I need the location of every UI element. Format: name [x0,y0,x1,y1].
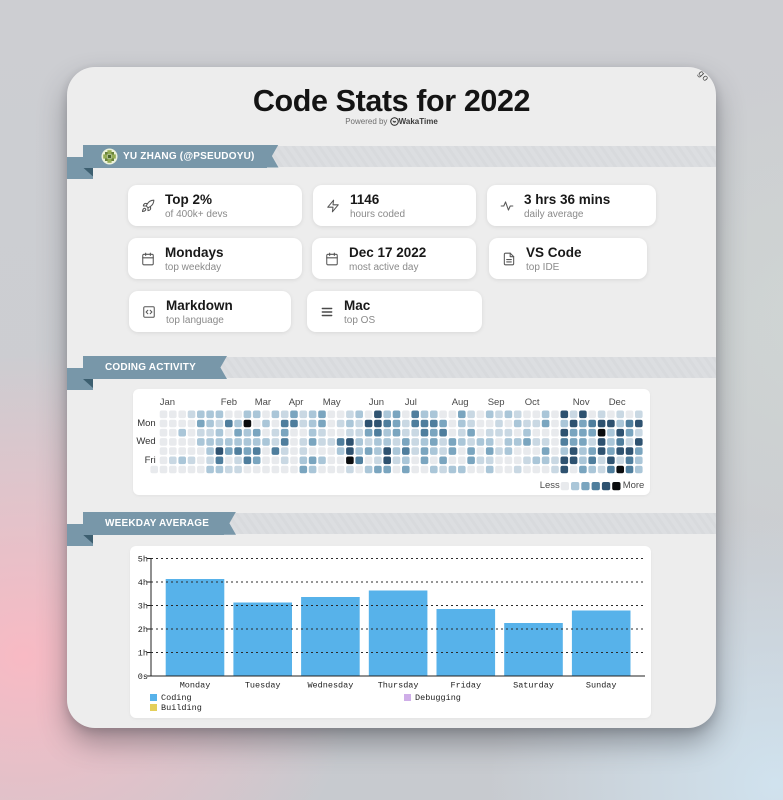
svg-text:Saturday: Saturday [513,681,554,691]
svg-text:0s: 0s [138,672,148,682]
svg-text:5h: 5h [138,555,148,565]
svg-text:3h: 3h [138,602,148,612]
svg-text:Friday: Friday [450,681,481,691]
svg-text:Monday: Monday [180,681,211,691]
svg-text:4h: 4h [138,578,148,588]
svg-text:Wednesday: Wednesday [307,681,353,691]
svg-text:Thursday: Thursday [378,681,419,691]
svg-text:Tuesday: Tuesday [245,681,281,691]
svg-text:1h: 1h [138,649,148,659]
svg-text:2h: 2h [138,625,148,635]
svg-text:Sunday: Sunday [586,681,617,691]
